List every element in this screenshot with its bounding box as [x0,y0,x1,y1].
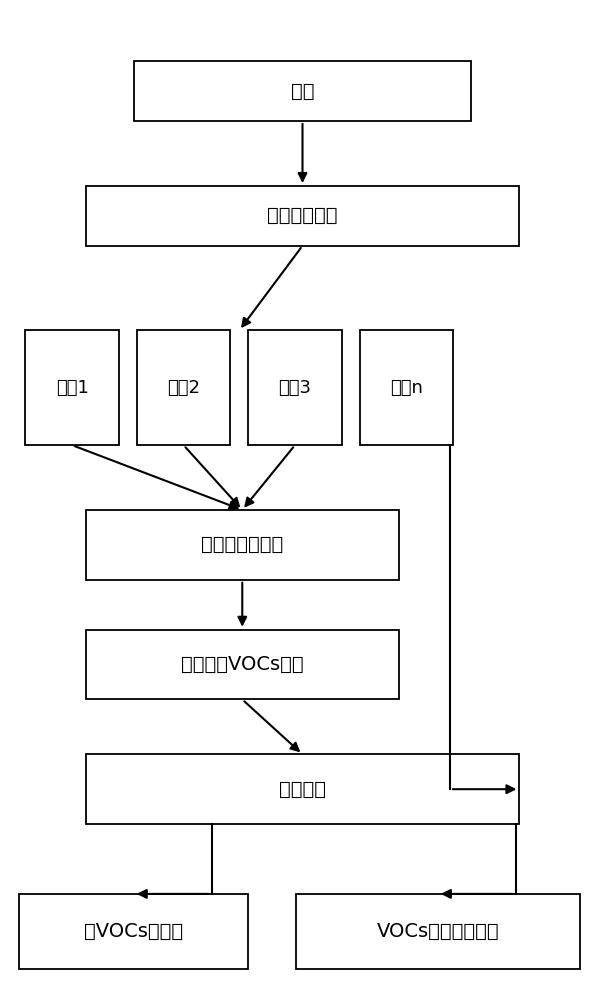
Bar [248,330,342,445]
Bar [86,754,519,824]
Text: 监测: 监测 [291,82,314,101]
Text: 组分1: 组分1 [56,379,88,397]
Bar [86,510,399,580]
Bar [19,894,248,969]
Bar [360,330,453,445]
Bar [296,894,580,969]
Bar [86,186,519,246]
Text: 组分n: 组分n [390,379,423,397]
Text: VOCs各成分排放量: VOCs各成分排放量 [377,922,499,941]
Text: 组分3: 组分3 [278,379,312,397]
Text: 总VOCs排放量: 总VOCs排放量 [84,922,183,941]
Bar [86,630,399,699]
Bar [25,330,119,445]
Text: 数学模型: 数学模型 [279,780,326,799]
Text: 数据处理分析: 数据处理分析 [267,206,338,225]
Bar [137,330,231,445]
Text: 组分2: 组分2 [167,379,200,397]
Text: 计算等效VOCs浓度: 计算等效VOCs浓度 [181,655,304,674]
Text: 选择特征化合物: 选择特征化合物 [201,535,283,554]
Bar [134,61,471,121]
